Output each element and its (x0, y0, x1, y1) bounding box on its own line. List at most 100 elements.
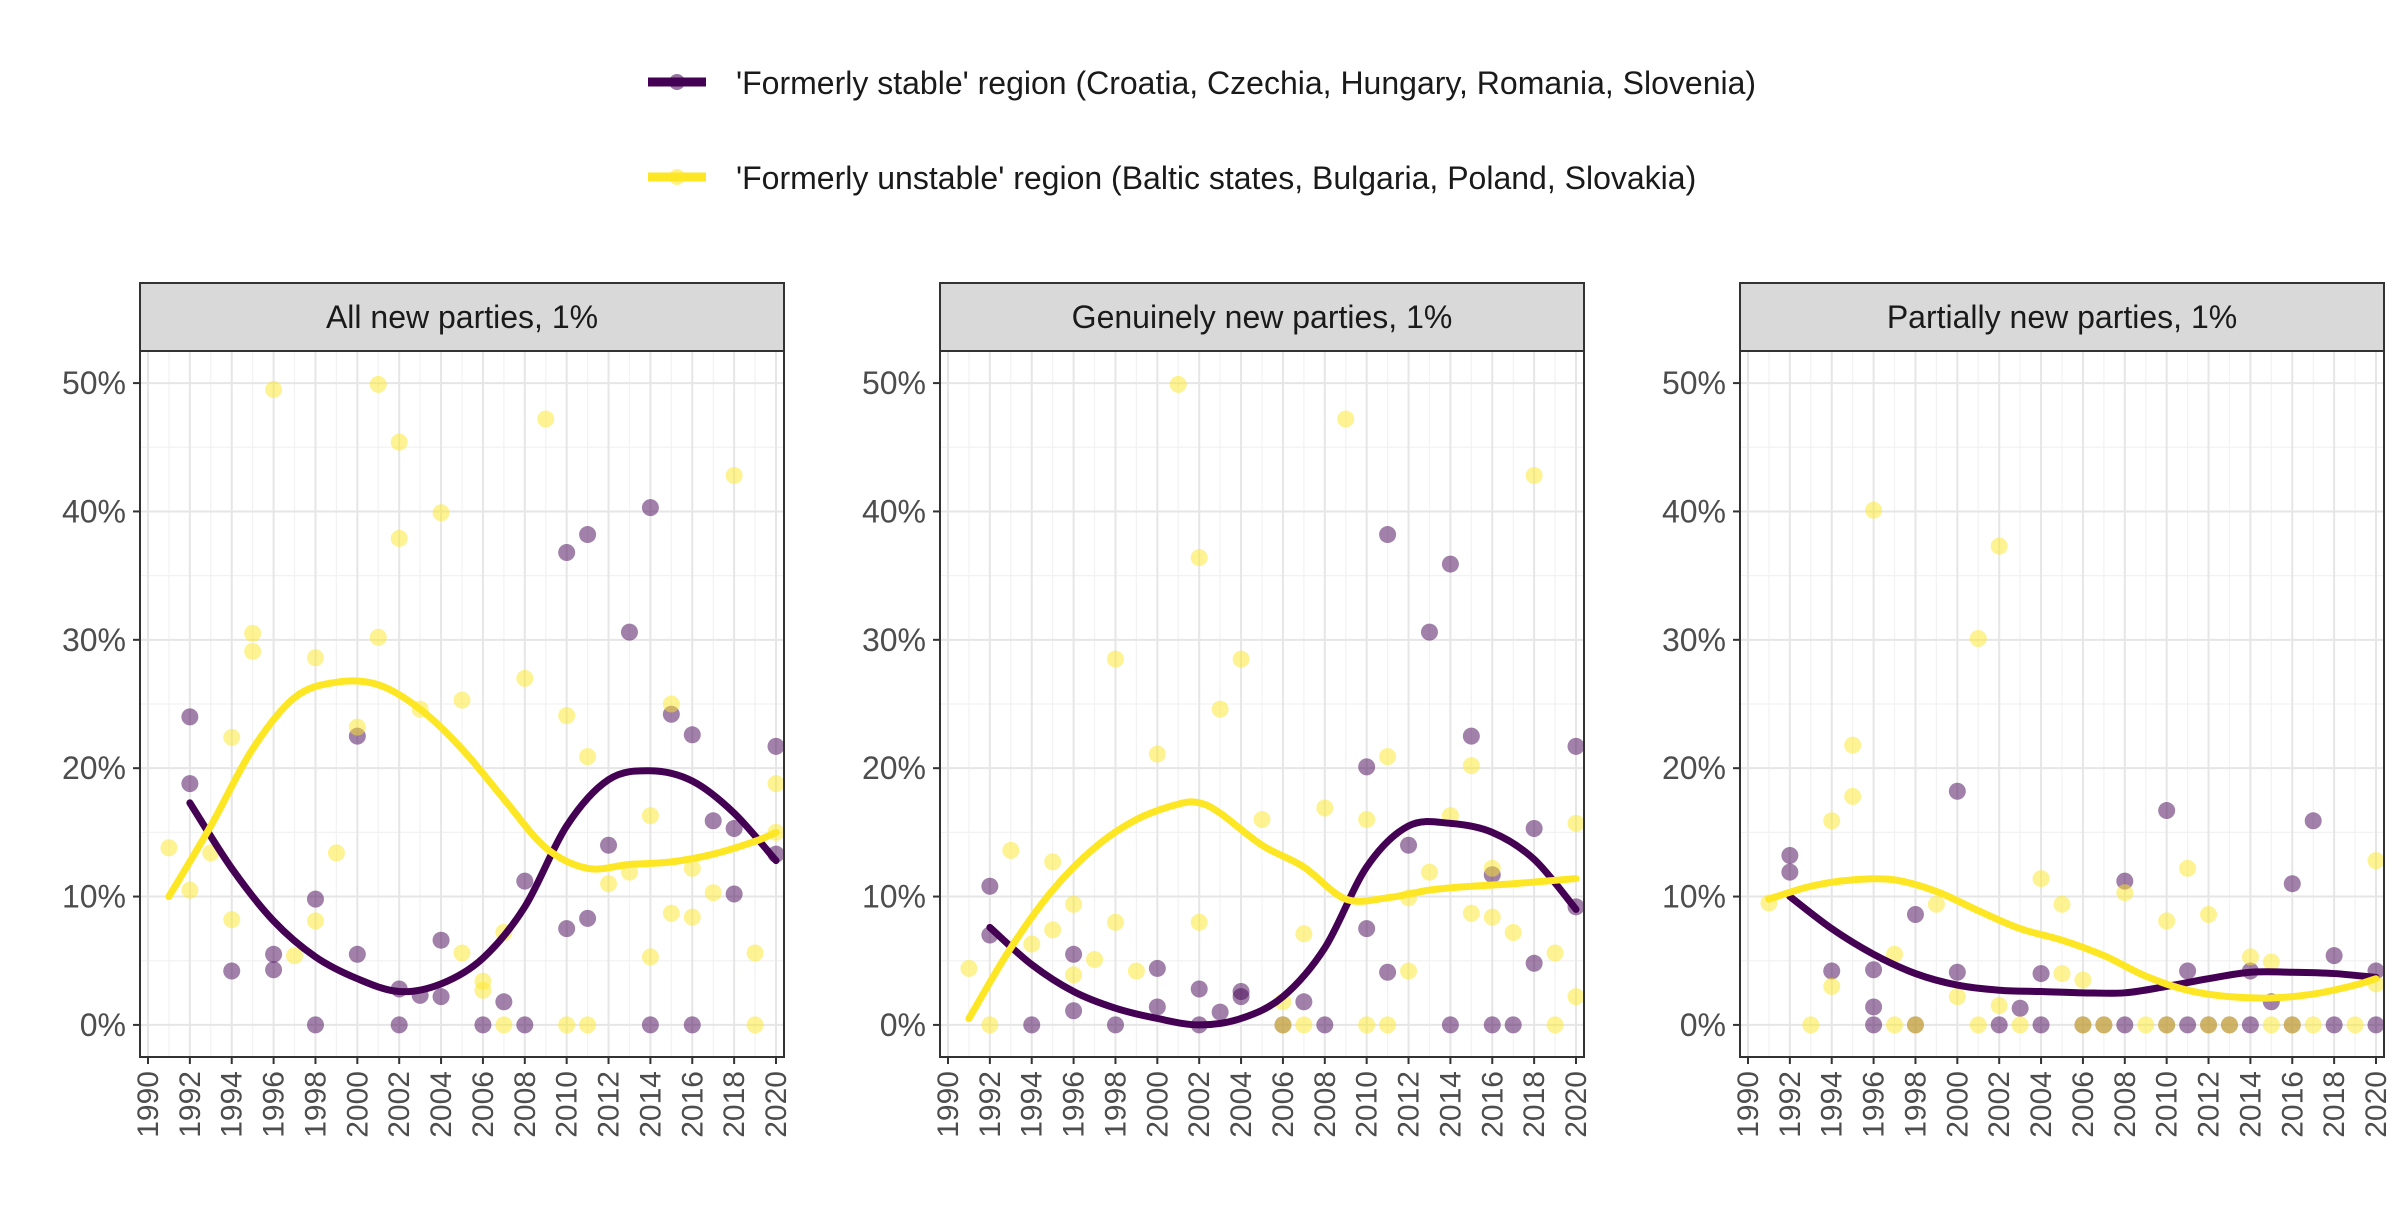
x-tick-label: 1996 (1858, 1071, 1891, 1138)
data-point (2032, 870, 2050, 888)
data-point (1462, 757, 1480, 775)
y-tick-label: 0% (80, 1007, 126, 1043)
data-point (1865, 1016, 1883, 1034)
x-tick-label: 1994 (1816, 1071, 1849, 1138)
facet-title: Partially new parties, 1% (1887, 299, 2237, 335)
data-point (1337, 410, 1355, 428)
data-point (960, 959, 978, 977)
data-point (537, 410, 555, 428)
data-point (1086, 950, 1104, 968)
data-point (620, 623, 638, 641)
data-point (2011, 1016, 2029, 1034)
data-point (1065, 945, 1083, 963)
data-point (474, 981, 492, 999)
panel-border (139, 350, 785, 1058)
x-tick-label: 1990 (932, 1071, 965, 1138)
x-tick-label: 2004 (425, 1071, 458, 1138)
data-point (306, 649, 324, 667)
data-point (265, 381, 283, 399)
y-tick-label: 50% (862, 365, 926, 401)
legend-item-unstable: 'Formerly unstable' region (Baltic state… (648, 160, 1696, 196)
data-point (1546, 944, 1564, 962)
data-point (558, 1016, 576, 1034)
data-point (1504, 923, 1522, 941)
x-tick-label: 2018 (1518, 1071, 1551, 1138)
trend-line (165, 677, 780, 901)
y-axis: 0% 10% 20% 30% 40% 50% (1662, 365, 1740, 1043)
x-tick-label: 2002 (1983, 1071, 2016, 1138)
data-point (348, 718, 366, 736)
data-point (1379, 748, 1397, 766)
x-axis: 1990 1992 1994 1996 1998 2000 2002 2004 2006 2008… (932, 1057, 1593, 1138)
data-point (390, 529, 408, 547)
legend-label-stable: 'Formerly stable' region (Croatia, Czech… (736, 65, 1756, 101)
x-tick-label: 2008 (509, 1071, 542, 1138)
facet-panel: All new parties, 1% 0% 10% 20% 30% 40% 50% 1990… (62, 282, 793, 1138)
data-point (223, 962, 241, 980)
x-tick-label: 1994 (1016, 1071, 1049, 1138)
data-point (1358, 811, 1376, 829)
data-point (558, 544, 576, 562)
data-point (2032, 965, 2050, 983)
data-point (1927, 895, 1945, 913)
data-point (1906, 1016, 1924, 1034)
data-point (2179, 962, 2197, 980)
x-tick-label: 2000 (1941, 1071, 1974, 1138)
data-point (2325, 947, 2343, 965)
y-axis: 0% 10% 20% 30% 40% 50% (62, 365, 140, 1043)
data-point (306, 1016, 324, 1034)
data-point (1781, 846, 1799, 864)
x-tick-label: 1990 (1732, 1071, 1765, 1138)
x-tick-label: 2002 (1183, 1071, 1216, 1138)
data-point (1400, 836, 1418, 854)
x-tick-label: 2002 (383, 1071, 416, 1138)
trend-line (186, 767, 780, 996)
data-point (641, 948, 659, 966)
x-tick-label: 2000 (341, 1071, 374, 1138)
y-tick-label: 50% (1662, 365, 1726, 401)
data-point (1358, 1016, 1376, 1034)
data-point (1211, 700, 1229, 718)
data-point (369, 628, 387, 646)
data-point (1886, 945, 1904, 963)
data-point (2262, 953, 2280, 971)
legend-item-stable: 'Formerly stable' region (Croatia, Czech… (648, 65, 1756, 101)
data-point (1483, 859, 1501, 877)
facet-panel: Partially new parties, 1% 0% 10% 20% 30% 40% 5… (1662, 282, 2393, 1138)
data-point (1253, 811, 1271, 829)
y-tick-label: 10% (1662, 879, 1726, 915)
data-point (1148, 745, 1166, 763)
data-point (981, 877, 999, 895)
x-tick-label: 1998 (1899, 1071, 1932, 1138)
data-point (1065, 966, 1083, 984)
data-point (327, 844, 345, 862)
data-point (1295, 1016, 1313, 1034)
x-tick-label: 2006 (467, 1071, 500, 1138)
data-point (1400, 962, 1418, 980)
x-tick-label: 1994 (216, 1071, 249, 1138)
data-point (1441, 555, 1459, 573)
legend: 'Formerly stable' region (Croatia, Czech… (648, 65, 1756, 196)
data-point (1865, 961, 1883, 979)
data-point (495, 1016, 513, 1034)
data-point (2074, 971, 2092, 989)
data-point (1065, 895, 1083, 913)
data-point (2116, 884, 2134, 902)
data-point (306, 912, 324, 930)
data-point (1462, 904, 1480, 922)
data-point (1295, 925, 1313, 943)
data-point (683, 859, 701, 877)
data-point (662, 904, 680, 922)
legend-label-unstable: 'Formerly unstable' region (Baltic state… (736, 160, 1696, 196)
data-point (1865, 998, 1883, 1016)
data-point (495, 993, 513, 1011)
x-tick-label: 2012 (593, 1071, 626, 1138)
data-point (1379, 526, 1397, 544)
data-point (2179, 1016, 2197, 1034)
data-point (2158, 1016, 2176, 1034)
x-tick-label: 2020 (2360, 1071, 2393, 1138)
gridlines (940, 351, 1584, 1057)
data-point (1106, 650, 1124, 668)
facet-strip (139, 282, 785, 352)
